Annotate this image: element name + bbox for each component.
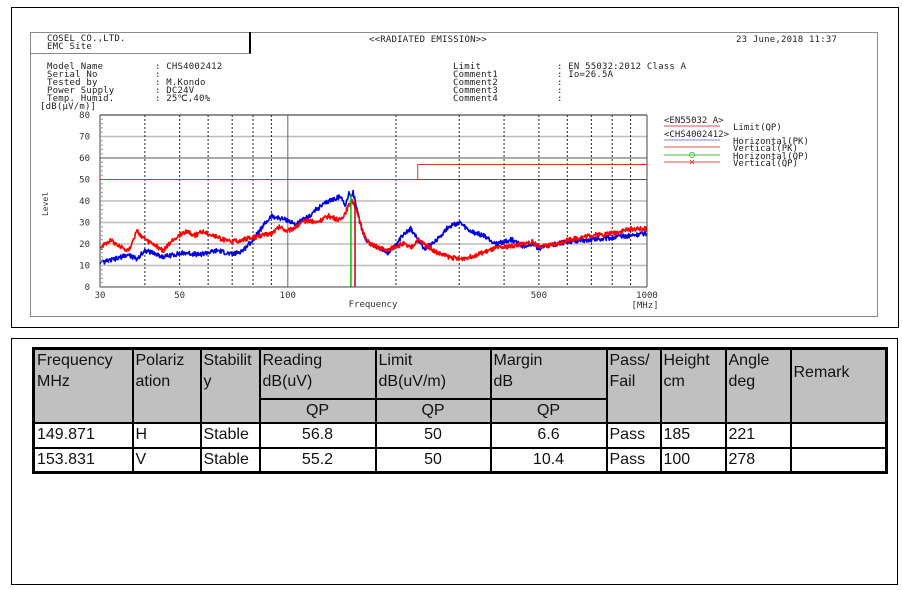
chart-panel xyxy=(11,7,899,328)
results-table: Frequency MHz Polariz ation Stabilit y Read… xyxy=(32,347,888,474)
info-value: : xyxy=(557,94,563,104)
cell-height: 185 xyxy=(659,421,727,449)
site-name: EMC Site xyxy=(47,42,92,52)
svg-text:10: 10 xyxy=(79,262,90,272)
info-label: Comment1 xyxy=(453,70,498,80)
sub-header-margin-qp: QP xyxy=(489,397,608,424)
svg-text:30: 30 xyxy=(95,291,106,301)
info-label: Comment4 xyxy=(453,94,498,104)
cell-polarization: V xyxy=(131,446,202,474)
col-header-reading: Reading dB(uV) xyxy=(258,347,377,400)
svg-text:20: 20 xyxy=(79,240,90,250)
cell-frequency: 153.831 xyxy=(32,446,134,474)
y-unit-label: [dB(μV/m)] xyxy=(40,102,97,112)
cell-remark xyxy=(789,446,888,474)
svg-text:Vertical(PK): Vertical(PK) xyxy=(733,144,798,154)
info-value: : xyxy=(557,86,563,96)
info-value: : M.Kondo xyxy=(155,78,206,88)
col-header-frequency: Frequency MHz xyxy=(32,347,134,424)
svg-text:40: 40 xyxy=(79,197,90,207)
company-name: COSEL CO.,LTD. xyxy=(47,34,126,44)
sub-header-reading-qp: QP xyxy=(258,397,377,424)
col-header-margin: Margin dB xyxy=(489,347,608,400)
chart-legend: <EN55032 A>Limit(QP)<CHS4002412>Horizont… xyxy=(664,116,809,169)
svg-text:Vertical(QP): Vertical(QP) xyxy=(733,159,798,169)
info-value: : 25℃,40% xyxy=(155,94,211,104)
cell-reading: 55.2 xyxy=(258,446,377,474)
info-value: : DC24V xyxy=(155,86,195,96)
svg-text:60: 60 xyxy=(79,154,90,164)
svg-text:70: 70 xyxy=(79,133,90,143)
chart-sheet xyxy=(30,32,878,317)
results-table-wrap: Frequency MHz Polariz ation Stabilit y Read… xyxy=(32,347,888,474)
info-label: Model Name xyxy=(47,62,104,72)
x-unit-label: [MHz] xyxy=(631,301,658,311)
sub-header-limit-qp: QP xyxy=(374,397,492,424)
svg-text:Limit(QP): Limit(QP) xyxy=(733,123,782,133)
chart-series xyxy=(99,163,648,287)
report-datetime: 23 June,2018 11:37 xyxy=(736,35,838,45)
svg-text:30: 30 xyxy=(79,219,90,229)
svg-text:Horizontal(QP): Horizontal(QP) xyxy=(733,152,809,162)
info-value: : Io=26.5A xyxy=(557,70,614,80)
info-label: Limit xyxy=(453,62,482,72)
chart-grid xyxy=(100,114,647,287)
cell-limit: 50 xyxy=(374,446,492,474)
info-value: : EN 55032:2012 Class A xyxy=(557,62,687,72)
report-title: <<RADIATED EMISSION>> xyxy=(369,35,487,45)
cell-margin: 10.4 xyxy=(489,446,608,474)
cell-angle: 221 xyxy=(724,421,792,449)
info-label: Comment3 xyxy=(453,86,498,96)
cell-limit: 50 xyxy=(374,421,492,449)
cell-stability: Stable xyxy=(199,421,261,449)
col-header-limit: Limit dB(uV/m) xyxy=(374,347,492,400)
col-header-polarization: Polariz ation xyxy=(131,347,202,424)
col-header-remark: Remark xyxy=(789,347,888,424)
cell-remark xyxy=(789,421,888,449)
col-header-height: Height cm xyxy=(659,347,727,424)
table-row: 149.871 H Stable 56.8 50 6.6 Pass 185 22… xyxy=(32,421,888,449)
cell-stability: Stable xyxy=(199,446,261,474)
info-label: Tested by xyxy=(47,78,98,88)
svg-text:50: 50 xyxy=(79,176,90,186)
svg-text:50: 50 xyxy=(174,291,185,301)
info-value: : xyxy=(557,78,563,88)
col-header-angle: Angle deg xyxy=(724,347,792,424)
cell-margin: 6.6 xyxy=(489,421,608,449)
info-label: Comment2 xyxy=(453,78,498,88)
svg-text:80: 80 xyxy=(79,111,90,121)
cell-pass-fail: Pass xyxy=(605,446,662,474)
svg-text:1000: 1000 xyxy=(636,291,658,301)
cell-height: 100 xyxy=(659,446,727,474)
info-label: Temp. Humid. xyxy=(47,94,115,104)
svg-text:0: 0 xyxy=(85,283,90,293)
svg-text:Horizontal(PK): Horizontal(PK) xyxy=(733,137,809,147)
cell-reading: 56.8 xyxy=(258,421,377,449)
info-value: : CHS4002412 xyxy=(155,62,223,72)
cell-pass-fail: Pass xyxy=(605,421,662,449)
info-label: Serial No xyxy=(47,70,98,80)
col-header-stability: Stabilit y xyxy=(199,347,261,424)
x-axis-label: Frequency xyxy=(349,300,398,310)
svg-text:<CHS4002412>: <CHS4002412> xyxy=(664,130,730,140)
table-row: 153.831 V Stable 55.2 50 10.4 Pass 100 2… xyxy=(32,446,888,474)
svg-text:<EN55032 A>: <EN55032 A> xyxy=(664,116,724,126)
cell-angle: 278 xyxy=(724,446,792,474)
cell-frequency: 149.871 xyxy=(32,421,134,449)
chart-axes: 0 10 20 30 40 50 60 70 80 30 50 100 500 1000 xyxy=(79,111,658,301)
y-axis-label: Level xyxy=(41,192,50,216)
header-box xyxy=(30,32,251,54)
svg-text:500: 500 xyxy=(531,291,547,301)
info-label: Power Supply xyxy=(47,86,115,96)
svg-text:100: 100 xyxy=(280,291,296,301)
cell-polarization: H xyxy=(131,421,202,449)
info-value: : xyxy=(155,70,161,80)
emission-chart: 0 10 20 30 40 50 60 70 80 30 50 100 500 1000 <EN55032… xyxy=(41,111,809,311)
col-header-pass-fail: Pass/Fail xyxy=(605,347,662,424)
